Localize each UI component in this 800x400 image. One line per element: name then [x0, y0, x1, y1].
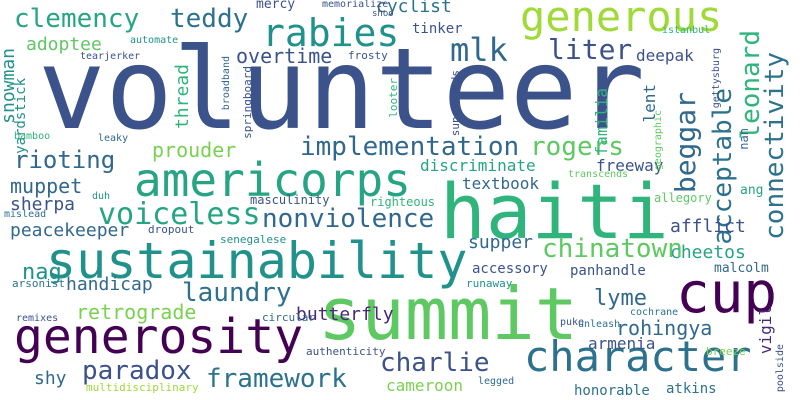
word: masculinity — [250, 193, 330, 207]
word: honorable — [574, 383, 650, 399]
word: malcolm — [714, 261, 769, 276]
word: accessory — [472, 261, 548, 277]
word: generosity — [14, 309, 303, 365]
word: adoptee — [26, 34, 102, 55]
word: geographic — [653, 110, 664, 171]
word: nan — [737, 128, 751, 150]
word: nag — [22, 260, 62, 285]
word: volunteer — [38, 25, 645, 155]
word: circular — [262, 311, 315, 324]
word: rioting — [14, 146, 116, 174]
word: poolside — [775, 344, 786, 393]
word: senegalese — [220, 233, 287, 246]
word: mercy — [256, 0, 296, 12]
word: duh — [92, 191, 111, 202]
word: mlk — [450, 31, 508, 69]
word: rabies — [262, 11, 400, 55]
word: righteous — [370, 195, 436, 209]
word: clemency — [14, 4, 140, 34]
word: cheetos — [670, 242, 746, 263]
word: afflict — [670, 216, 746, 237]
word: looter — [387, 78, 400, 118]
word: discriminate — [420, 156, 536, 175]
word: runaway — [466, 277, 513, 290]
word: rohingya — [616, 316, 713, 340]
word: laundry — [182, 278, 292, 308]
word: yardstick — [13, 78, 29, 154]
word: tinker — [412, 21, 463, 37]
word: deepak — [636, 46, 694, 65]
word: ang — [740, 183, 764, 198]
word: breeze — [706, 345, 746, 358]
word: implementation — [300, 132, 520, 162]
word: panhandle — [570, 263, 646, 279]
word: shoo — [372, 9, 394, 19]
word: supper — [468, 232, 534, 253]
word: lyme — [594, 286, 647, 311]
word: handicap — [66, 274, 153, 295]
word: transcends — [568, 169, 629, 180]
word: freeway — [596, 156, 664, 175]
word: allegory — [654, 191, 712, 205]
word: remixes — [16, 313, 59, 324]
word: broadband — [221, 56, 232, 111]
word: mislead — [4, 209, 47, 220]
word: familia — [592, 88, 611, 156]
word: automate — [130, 35, 179, 46]
word: chinatown — [542, 234, 683, 264]
word: connectivity — [760, 52, 790, 240]
word: liter — [548, 33, 633, 66]
word: authenticity — [306, 345, 386, 358]
word: bamboo — [14, 131, 51, 142]
word: tearjerker — [80, 51, 141, 62]
word: character — [524, 332, 752, 381]
word: generous — [520, 0, 723, 41]
word: voiceless — [98, 197, 261, 232]
word: memorialize — [322, 0, 389, 10]
word: springboard — [241, 66, 254, 139]
word: dropout — [148, 223, 195, 236]
word: superfoods — [449, 70, 462, 137]
word: frosty — [348, 49, 388, 62]
word: rogers — [530, 132, 624, 162]
word: retrograde — [76, 300, 197, 324]
word: prouder — [152, 138, 237, 162]
word: overtime — [236, 44, 333, 68]
word: sherpa — [10, 194, 76, 215]
word: unleash — [578, 319, 621, 330]
word: teddy — [170, 4, 249, 34]
word: cup — [676, 261, 778, 326]
word: haiti — [440, 167, 669, 256]
word: legged — [478, 376, 515, 387]
word: leaky — [98, 133, 129, 144]
word: cochrane — [630, 307, 679, 318]
word: muppet — [10, 174, 83, 198]
word: americorps — [134, 153, 411, 207]
word: beggar — [669, 92, 702, 194]
word: armenia — [588, 334, 656, 353]
word: summit — [318, 272, 579, 356]
word: peacekeeper — [10, 220, 130, 241]
word: nonviolence — [262, 204, 435, 234]
word: charlie — [380, 348, 490, 378]
word: istanbul — [662, 25, 711, 36]
word: sustainability — [46, 232, 468, 290]
word: shy — [34, 368, 67, 389]
word: thread — [172, 64, 193, 130]
word: textbook — [462, 174, 540, 193]
word: puke — [560, 317, 585, 328]
word: multidisciplinary — [86, 381, 199, 394]
word: cameroon — [386, 376, 464, 395]
word: paradox — [82, 356, 192, 386]
word: atkins — [666, 381, 717, 397]
word: framework — [206, 364, 347, 394]
word: vigil — [756, 306, 775, 355]
word: arsonist — [12, 277, 65, 290]
word: cyclist — [376, 0, 452, 17]
word: butterfly — [296, 304, 394, 325]
word: gettysburg — [711, 48, 722, 109]
